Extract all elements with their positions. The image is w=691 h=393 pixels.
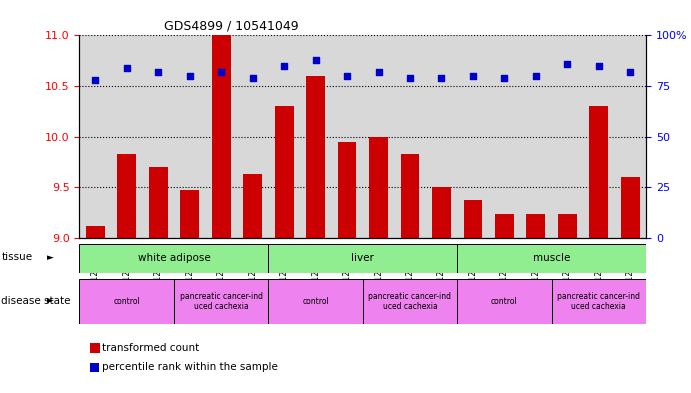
Text: control: control (113, 297, 140, 306)
Bar (117, 154, 136, 238)
Bar (495, 215, 514, 238)
Bar (174, 279, 268, 324)
Bar (149, 167, 168, 238)
Bar (551, 279, 646, 324)
Bar (180, 190, 199, 238)
Bar (79, 244, 268, 273)
Bar (268, 279, 363, 324)
Bar (306, 76, 325, 238)
Bar (243, 174, 262, 238)
Bar (527, 215, 545, 238)
Point (90, 77, 101, 83)
Point (594, 62, 605, 69)
Text: liver: liver (351, 253, 375, 263)
Point (310, 57, 321, 63)
Text: GDS4899 / 10541049: GDS4899 / 10541049 (164, 20, 299, 33)
Point (625, 69, 636, 75)
Text: disease state: disease state (1, 296, 71, 306)
Text: muscle: muscle (533, 253, 570, 263)
Text: control: control (302, 297, 329, 306)
Text: transformed count: transformed count (102, 343, 200, 353)
Point (373, 69, 384, 75)
Text: percentile rank within the sample: percentile rank within the sample (102, 362, 278, 373)
Text: control: control (491, 297, 518, 306)
Bar (79, 279, 174, 324)
Bar (558, 215, 577, 238)
Point (436, 75, 447, 81)
Point (153, 69, 164, 75)
Bar (369, 136, 388, 238)
Bar (457, 279, 551, 324)
Point (341, 73, 352, 79)
Bar (464, 200, 482, 238)
Point (121, 64, 132, 71)
Bar (457, 244, 646, 273)
Point (278, 62, 290, 69)
Bar (401, 154, 419, 238)
Bar (274, 106, 294, 238)
Text: ►: ► (47, 296, 54, 305)
Point (247, 75, 258, 81)
Text: pancreatic cancer-ind
uced cachexia: pancreatic cancer-ind uced cachexia (368, 292, 451, 311)
Bar (211, 25, 231, 238)
Bar (363, 279, 457, 324)
Text: pancreatic cancer-ind
uced cachexia: pancreatic cancer-ind uced cachexia (558, 292, 641, 311)
Point (562, 61, 573, 67)
Point (404, 75, 415, 81)
Text: ►: ► (47, 253, 54, 262)
Point (531, 73, 542, 79)
Bar (86, 226, 104, 238)
Bar (432, 187, 451, 238)
Bar (621, 177, 640, 238)
Bar (589, 106, 608, 238)
Bar (338, 141, 357, 238)
Point (216, 69, 227, 75)
Point (499, 75, 510, 81)
Text: pancreatic cancer-ind
uced cachexia: pancreatic cancer-ind uced cachexia (180, 292, 263, 311)
Text: white adipose: white adipose (138, 253, 210, 263)
Text: tissue: tissue (1, 252, 32, 263)
Point (467, 73, 478, 79)
Point (184, 73, 195, 79)
Bar (268, 244, 457, 273)
